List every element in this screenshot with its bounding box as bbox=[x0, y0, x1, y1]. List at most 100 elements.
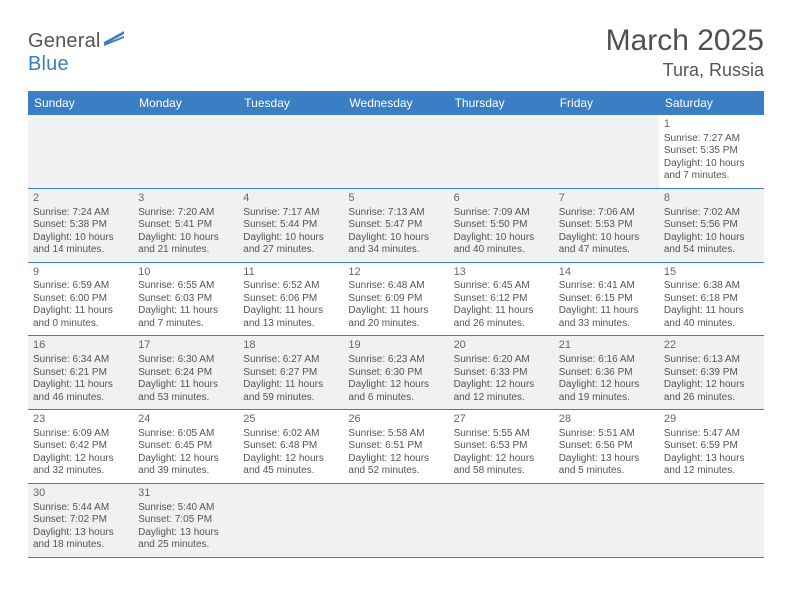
title-block: March 2025 Tura, Russia bbox=[606, 24, 764, 81]
day-number: 20 bbox=[454, 339, 549, 353]
day-number: 7 bbox=[559, 192, 654, 206]
daylight-text: Daylight: 10 hours bbox=[454, 232, 549, 245]
day-number: 6 bbox=[454, 192, 549, 206]
daylight-text: and 40 minutes. bbox=[454, 244, 549, 257]
calendar-cell: 4Sunrise: 7:17 AMSunset: 5:44 PMDaylight… bbox=[238, 188, 343, 262]
daylight-text: Daylight: 12 hours bbox=[243, 453, 338, 466]
sunrise-text: Sunrise: 5:51 AM bbox=[559, 428, 654, 441]
calendar-cell: 30Sunrise: 5:44 AMSunset: 7:02 PMDayligh… bbox=[28, 483, 133, 557]
calendar-cell: 17Sunrise: 6:30 AMSunset: 6:24 PMDayligh… bbox=[133, 336, 238, 410]
daylight-text: Daylight: 11 hours bbox=[138, 379, 233, 392]
daylight-text: and 27 minutes. bbox=[243, 244, 338, 257]
calendar-cell: 31Sunrise: 5:40 AMSunset: 7:05 PMDayligh… bbox=[133, 483, 238, 557]
logo-text: GeneralBlue bbox=[28, 30, 126, 76]
calendar-cell bbox=[133, 115, 238, 188]
day-number: 9 bbox=[33, 266, 128, 280]
daylight-text: and 33 minutes. bbox=[559, 318, 654, 331]
daylight-text: Daylight: 10 hours bbox=[559, 232, 654, 245]
sunset-text: Sunset: 6:42 PM bbox=[33, 440, 128, 453]
daylight-text: Daylight: 12 hours bbox=[559, 379, 654, 392]
sunset-text: Sunset: 7:05 PM bbox=[138, 514, 233, 527]
day-number: 14 bbox=[559, 266, 654, 280]
sunset-text: Sunset: 5:38 PM bbox=[33, 219, 128, 232]
calendar-cell bbox=[554, 483, 659, 557]
sunrise-text: Sunrise: 6:09 AM bbox=[33, 428, 128, 441]
weekday-header-row: Sunday Monday Tuesday Wednesday Thursday… bbox=[28, 91, 764, 115]
header: GeneralBlue March 2025 Tura, Russia bbox=[28, 24, 764, 81]
sunrise-text: Sunrise: 7:09 AM bbox=[454, 207, 549, 220]
sunset-text: Sunset: 6:27 PM bbox=[243, 367, 338, 380]
sunset-text: Sunset: 6:15 PM bbox=[559, 293, 654, 306]
sunset-text: Sunset: 6:24 PM bbox=[138, 367, 233, 380]
daylight-text: Daylight: 10 hours bbox=[664, 232, 759, 245]
sunrise-text: Sunrise: 7:24 AM bbox=[33, 207, 128, 220]
daylight-text: and 58 minutes. bbox=[454, 465, 549, 478]
day-number: 25 bbox=[243, 413, 338, 427]
daylight-text: and 5 minutes. bbox=[559, 465, 654, 478]
daylight-text: Daylight: 11 hours bbox=[33, 379, 128, 392]
daylight-text: and 54 minutes. bbox=[664, 244, 759, 257]
sunrise-text: Sunrise: 6:48 AM bbox=[348, 280, 443, 293]
daylight-text: Daylight: 11 hours bbox=[348, 305, 443, 318]
daylight-text: Daylight: 10 hours bbox=[243, 232, 338, 245]
day-number: 4 bbox=[243, 192, 338, 206]
day-number: 12 bbox=[348, 266, 443, 280]
sunrise-text: Sunrise: 6:27 AM bbox=[243, 354, 338, 367]
calendar-cell bbox=[238, 483, 343, 557]
daylight-text: Daylight: 10 hours bbox=[33, 232, 128, 245]
day-number: 8 bbox=[664, 192, 759, 206]
calendar-cell: 21Sunrise: 6:16 AMSunset: 6:36 PMDayligh… bbox=[554, 336, 659, 410]
calendar-row: 30Sunrise: 5:44 AMSunset: 7:02 PMDayligh… bbox=[28, 483, 764, 557]
day-number: 16 bbox=[33, 339, 128, 353]
day-number: 11 bbox=[243, 266, 338, 280]
day-number: 29 bbox=[664, 413, 759, 427]
sunrise-text: Sunrise: 6:16 AM bbox=[559, 354, 654, 367]
logo-part1: General bbox=[28, 30, 101, 52]
sunset-text: Sunset: 5:53 PM bbox=[559, 219, 654, 232]
daylight-text: and 53 minutes. bbox=[138, 392, 233, 405]
daylight-text: and 52 minutes. bbox=[348, 465, 443, 478]
calendar-cell: 25Sunrise: 6:02 AMSunset: 6:48 PMDayligh… bbox=[238, 410, 343, 484]
daylight-text: and 47 minutes. bbox=[559, 244, 654, 257]
month-title: March 2025 bbox=[606, 24, 764, 58]
day-number: 28 bbox=[559, 413, 654, 427]
daylight-text: Daylight: 13 hours bbox=[559, 453, 654, 466]
calendar-cell bbox=[449, 483, 554, 557]
sunset-text: Sunset: 6:06 PM bbox=[243, 293, 338, 306]
location: Tura, Russia bbox=[606, 60, 764, 81]
sunset-text: Sunset: 6:33 PM bbox=[454, 367, 549, 380]
daylight-text: Daylight: 11 hours bbox=[664, 305, 759, 318]
calendar-cell bbox=[659, 483, 764, 557]
sunrise-text: Sunrise: 5:44 AM bbox=[33, 502, 128, 515]
day-number: 3 bbox=[138, 192, 233, 206]
sunset-text: Sunset: 5:47 PM bbox=[348, 219, 443, 232]
daylight-text: Daylight: 13 hours bbox=[138, 527, 233, 540]
calendar-cell: 5Sunrise: 7:13 AMSunset: 5:47 PMDaylight… bbox=[343, 188, 448, 262]
sunset-text: Sunset: 5:35 PM bbox=[664, 145, 759, 158]
daylight-text: and 19 minutes. bbox=[559, 392, 654, 405]
sunset-text: Sunset: 6:45 PM bbox=[138, 440, 233, 453]
daylight-text: and 34 minutes. bbox=[348, 244, 443, 257]
sunset-text: Sunset: 6:39 PM bbox=[664, 367, 759, 380]
day-number: 22 bbox=[664, 339, 759, 353]
calendar-cell bbox=[554, 115, 659, 188]
daylight-text: and 13 minutes. bbox=[243, 318, 338, 331]
daylight-text: and 25 minutes. bbox=[138, 539, 233, 552]
weekday-header: Saturday bbox=[659, 91, 764, 115]
daylight-text: and 26 minutes. bbox=[664, 392, 759, 405]
daylight-text: and 12 minutes. bbox=[454, 392, 549, 405]
day-number: 27 bbox=[454, 413, 549, 427]
weekday-header: Wednesday bbox=[343, 91, 448, 115]
day-number: 5 bbox=[348, 192, 443, 206]
calendar-cell: 22Sunrise: 6:13 AMSunset: 6:39 PMDayligh… bbox=[659, 336, 764, 410]
day-number: 26 bbox=[348, 413, 443, 427]
sunrise-text: Sunrise: 6:30 AM bbox=[138, 354, 233, 367]
sunrise-text: Sunrise: 7:06 AM bbox=[559, 207, 654, 220]
sunset-text: Sunset: 6:51 PM bbox=[348, 440, 443, 453]
sunrise-text: Sunrise: 6:02 AM bbox=[243, 428, 338, 441]
daylight-text: Daylight: 11 hours bbox=[243, 379, 338, 392]
daylight-text: Daylight: 10 hours bbox=[138, 232, 233, 245]
sunset-text: Sunset: 6:00 PM bbox=[33, 293, 128, 306]
calendar-cell bbox=[343, 115, 448, 188]
sunrise-text: Sunrise: 7:27 AM bbox=[664, 133, 759, 146]
